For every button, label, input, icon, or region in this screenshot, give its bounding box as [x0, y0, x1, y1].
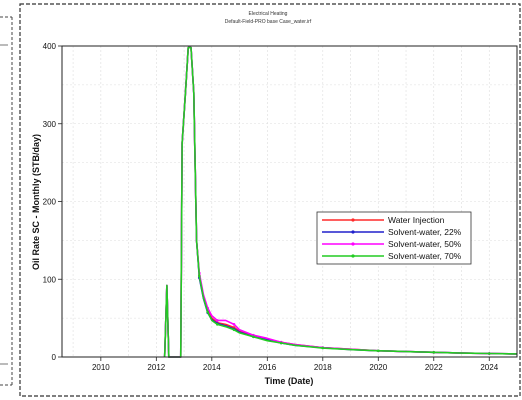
legend: Water Injection Solvent-water, 22% Solvent…: [316, 211, 472, 265]
x-axis-label: Time (Date): [265, 376, 314, 386]
y-tick-label: 300: [43, 120, 57, 129]
left-panel-fragment: [0, 16, 13, 386]
x-tick-label: 2020: [369, 363, 387, 372]
legend-marker-2: [351, 230, 355, 234]
x-tick-label: 2012: [147, 363, 165, 372]
y-tick-label: 0: [52, 353, 57, 362]
series-point-3: [216, 319, 219, 322]
y-tick-label: 100: [43, 275, 57, 284]
series-point-4: [376, 349, 380, 353]
x-tick-label: 2022: [425, 363, 443, 372]
x-tick-label: 2014: [203, 363, 221, 372]
series-point-4: [321, 346, 325, 350]
legend-label-2: Solvent-water, 22%: [388, 227, 462, 237]
legend-label-3: Solvent-water, 50%: [388, 239, 462, 249]
series-line-4: [163, 46, 518, 358]
y-tick-label: 400: [43, 42, 57, 51]
series-lines: [163, 46, 518, 358]
series-point-4: [252, 335, 255, 339]
series-point-4: [216, 323, 219, 326]
series-point-4: [279, 341, 283, 345]
legend-label-4: Solvent-water, 70%: [388, 251, 462, 261]
y-axis-ticks: 0 100 200 300 400: [43, 42, 62, 362]
series-point-4: [198, 274, 201, 278]
series-point-4: [232, 328, 236, 332]
legend-marker-1: [351, 218, 355, 222]
y-tick-label: 200: [43, 198, 57, 207]
panel-border: [19, 3, 521, 397]
x-tick-label: 2024: [480, 363, 498, 372]
plot-area-border: [61, 45, 518, 358]
chart-title: Electrical Heating: [249, 11, 288, 17]
series-point-3: [232, 323, 236, 326]
x-axis-ticks: 2010 2012 2014 2016 2018 2020 2022 2024: [92, 357, 499, 372]
x-tick-label: 2010: [92, 363, 110, 372]
legend-marker-3: [351, 242, 355, 246]
legend-label-1: Water Injection: [388, 215, 445, 225]
series-point-4: [206, 310, 209, 314]
series-point-4: [487, 352, 491, 355]
chart-subtitle: Default-Field-PRO base Case_water.irf: [225, 19, 312, 25]
series-point-4: [432, 351, 436, 354]
legend-marker-4: [351, 254, 355, 258]
x-tick-label: 2016: [258, 363, 276, 372]
y-axis-label: Oil Rate SC - Monthly (STB/day): [31, 134, 41, 270]
x-tick-label: 2018: [314, 363, 332, 372]
